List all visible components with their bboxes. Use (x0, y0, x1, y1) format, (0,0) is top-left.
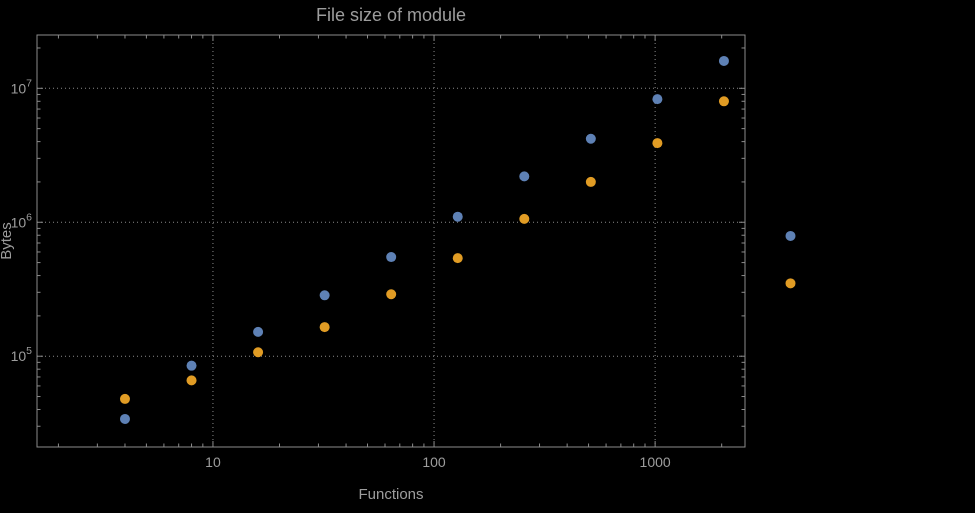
data-point-series-1 (319, 290, 330, 301)
data-point-series-2 (319, 322, 330, 333)
tick-labels: 10 100 1000 105 106 107 (11, 77, 671, 470)
y-tick-label: 105 (11, 345, 33, 364)
data-point-series-1 (519, 171, 530, 182)
data-point-series-2 (785, 278, 796, 289)
data-point-series-1 (585, 133, 596, 144)
data-point-series-2 (585, 176, 596, 187)
data-point-series-1 (386, 252, 397, 263)
data-point-series-2 (718, 96, 729, 107)
x-axis-label: Functions (358, 486, 424, 503)
data-point-series-1 (253, 326, 264, 337)
data-point-series-1 (452, 211, 463, 222)
data-point-series-1 (186, 360, 197, 371)
data-point-series-2 (452, 253, 463, 264)
data-point-series-1 (718, 55, 729, 66)
plot-frame (36, 34, 746, 448)
data-point-series-2 (519, 213, 530, 224)
gridlines (37, 35, 745, 447)
y-axis-label: Bytes (0, 222, 15, 260)
data-point-series-2 (386, 289, 397, 300)
y-tick-label: 106 (11, 211, 33, 230)
x-tick-label: 10 (205, 454, 221, 470)
x-tick-label: 100 (422, 454, 446, 470)
data-point-series-1 (652, 94, 663, 105)
data-point-series-1 (785, 230, 796, 241)
x-tick-label: 1000 (640, 454, 671, 470)
data-point-series-2 (186, 375, 197, 386)
data-point-series-2 (119, 393, 130, 404)
data-point-series-1 (119, 413, 130, 424)
chart-title: File size of module (315, 5, 467, 25)
y-tick-label: 107 (11, 77, 33, 96)
tick-marks (37, 35, 745, 447)
data-point-series-2 (253, 347, 264, 358)
data-point-series-2 (652, 138, 663, 149)
data-points (119, 55, 796, 424)
